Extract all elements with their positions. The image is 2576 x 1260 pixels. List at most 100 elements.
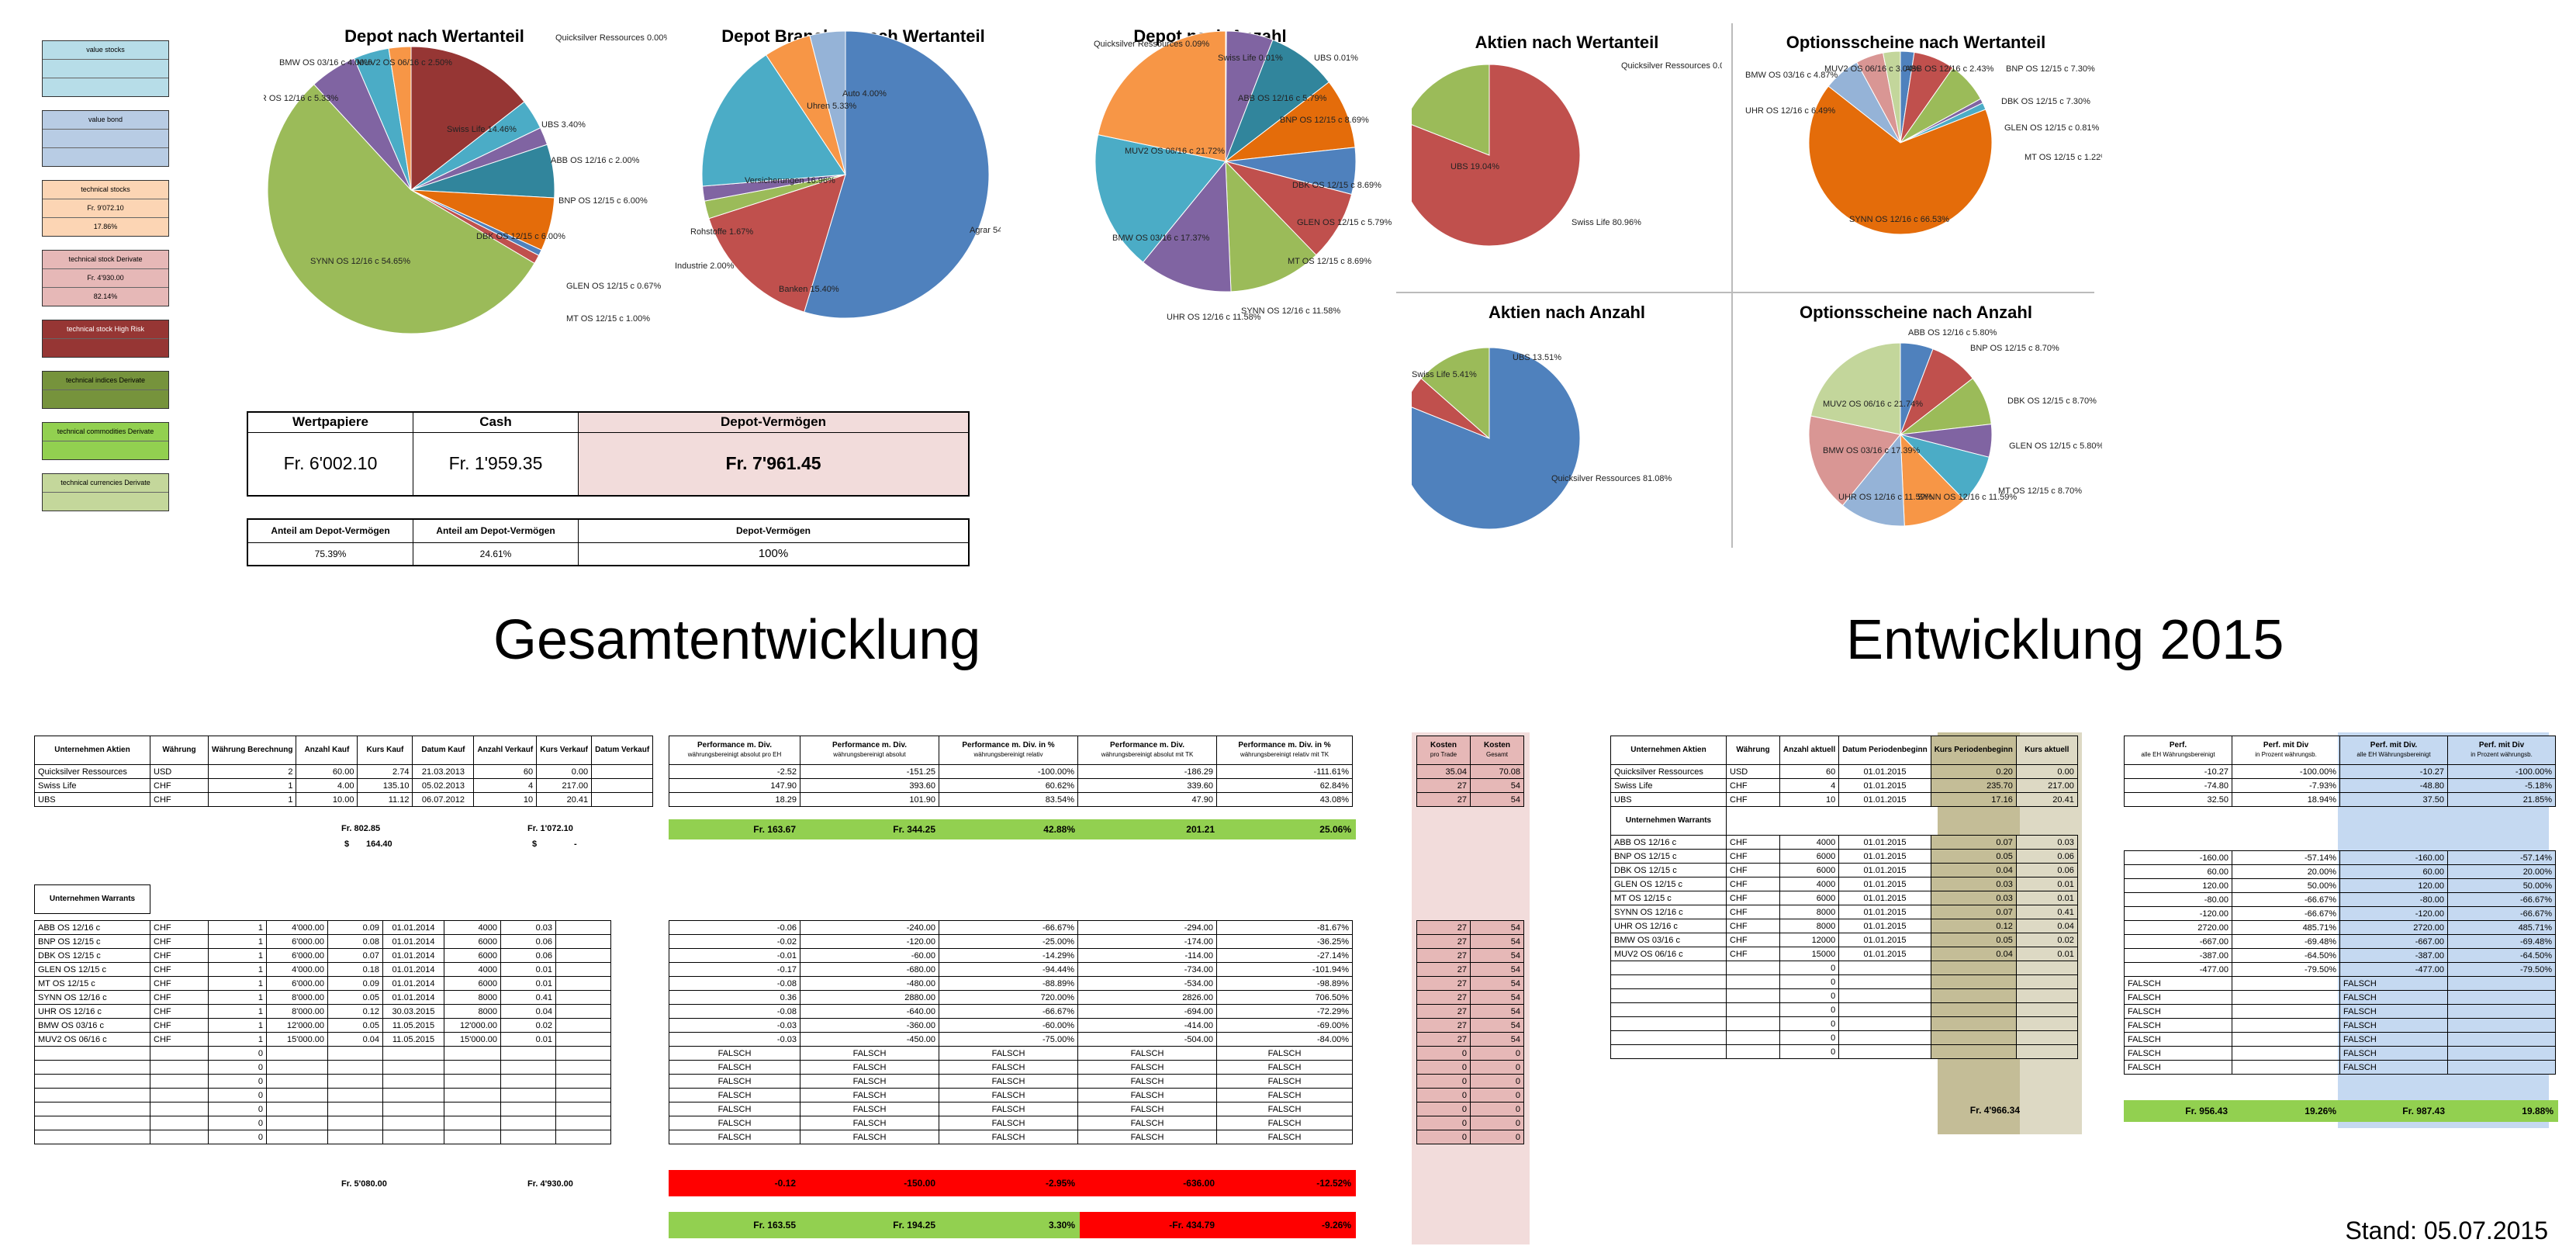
table-row: UHR OS 12/16 c CHF 1 8'000.00 0.12 30.03.2015… [34,1004,611,1019]
column-header: Anzahl Verkauf [473,736,538,765]
grid-divider [1396,292,2094,293]
table-cell [1726,974,1780,989]
table-cell [555,990,611,1005]
table-cell: FALSCH [939,1060,1078,1075]
table-cell: 0.04 [1930,863,2017,878]
table-cell: 8'000.00 [266,990,328,1005]
table-cell: 2826.00 [1077,990,1217,1005]
table-row: -160.00 -57.14% -160.00 -57.14% [2124,850,2556,865]
pie-label: MUV2 OS 06/16 c 3.04% [1824,64,1920,74]
legend-group: technical commodities Derivate [42,422,169,460]
column-header: Anzahl Kauf [296,736,358,765]
table-cell: 0.00 [2015,764,2078,779]
table-cell: 01.01.2015 [1838,877,1931,891]
table-cell: 18.94% [2232,792,2340,807]
table-cell [555,1060,611,1075]
table-cell: FALSCH [800,1130,939,1144]
pie-slice [410,46,525,192]
table-cell: -0.17 [669,962,800,977]
table-cell: 6'000.00 [266,934,328,949]
pie-options-anzahl: ABB OS 12/16 c 5.80% BNP OS 12/15 c 8.70… [1808,328,2102,527]
pie-depot-anzahl: Quicksilver Ressources 0.09% Swiss Life … [1094,31,1392,322]
table-cell: 0.07 [327,948,383,963]
table-cell: CHF [150,778,209,793]
table-row: 27 54 [1416,778,1524,793]
pie-label: Versicherungen 16.96% [745,176,835,185]
table-cell: -48.80 [2339,778,2448,793]
aktien-performance-sum: Fr. 163.67 Fr. 344.25 42.88% 201.21 25.06% [669,819,1356,839]
table-cell: -504.00 [1077,1032,1217,1047]
table-cell: Quicksilver Ressources [1610,764,1727,779]
table-cell: -75.00% [939,1032,1078,1047]
table-cell: 60.00 [2339,864,2448,879]
warrants-header: Unternehmen Warrants [34,884,150,914]
table-cell: 60.62% [939,778,1078,793]
table-cell: -294.00 [1077,920,1217,935]
table-cell: -88.89% [939,976,1078,991]
table-cell: 54 [1470,948,1524,963]
table-cell [555,1130,611,1144]
table-cell: FALSCH [939,1130,1078,1144]
table-row: -0.08 -480.00 -88.89% -534.00 -98.89% [669,976,1353,991]
pie-label: GLEN OS 12/15 c 5.80% [2009,441,2102,451]
column-header: Unternehmen Aktien [34,736,150,765]
table-cell: 101.90 [800,792,939,807]
table-cell [266,1102,328,1116]
table-cell [382,1074,444,1089]
sum-cell: 42.88% [940,819,1080,839]
table-cell: CHF [1726,849,1780,864]
table-cell: MUV2 OS 06/16 c [34,1032,150,1047]
table-cell: 0 [1416,1102,1471,1116]
table-row: 0 [1610,1016,2078,1031]
table-cell [500,1074,556,1089]
chart-title-depot-wert: Depot nach Wertanteil [344,26,524,46]
table-cell: 05.02.2013 [412,778,475,793]
warrants-performance-sum: -0.12 -150.00 -2.95% -636.00 -12.52% [669,1170,1356,1196]
table-row: Swiss Life CHF 4 01.01.2015 235.70 217.00 [1610,778,2078,793]
table-cell [444,1088,501,1102]
table-cell: 0.01 [2015,947,2078,961]
table-cell: -66.67% [939,1004,1078,1019]
table-cell [2447,1004,2556,1019]
table-cell [555,962,611,977]
table-cell [1726,1030,1780,1045]
pie-slice [1841,433,1905,527]
pie-label: UHR OS 12/16 c 6.49% [1745,106,1835,116]
depot-vermoegen-value: Fr. 7'961.45 [578,431,970,497]
table-cell: Währung [1726,736,1780,765]
column-header: Perf. mit Div in Prozent währungsb. [2232,736,2340,765]
table-row: 27 54 [1416,1032,1524,1047]
table-cell: 0.06 [2015,849,2078,864]
table-cell: 4000 [444,920,501,935]
table-cell [2232,990,2340,1005]
entwicklung-2015-table: Unternehmen Aktien Währung Anzahl aktuell D… [1610,736,2078,1059]
table-cell: ABB OS 12/16 c [34,920,150,935]
table-cell: UBS [1610,792,1727,807]
table-cell: 0.03 [2015,835,2078,850]
table-cell: 6000 [1779,891,1840,905]
table-cell: 60.00 [296,764,358,779]
pie-label: UHR OS 12/16 c 5.33% [264,94,338,103]
summary-header: Depot-Vermögen [578,411,970,433]
table-cell: -79.50% [2447,962,2556,977]
table-cell: FALSCH [800,1074,939,1089]
table-row: 0 [1610,1044,2078,1059]
table-cell: 0.12 [1930,919,2017,933]
table-cell: -360.00 [800,1018,939,1033]
total-performance-sum: Fr. 163.55 Fr. 194.25 3.30% -Fr. 434.79 -9.2… [669,1212,1356,1238]
column-header: Performance m. Div. währungsbereinigt abs… [1077,736,1217,765]
legend-cell [43,493,168,511]
table-cell: 0 [208,1088,267,1102]
legend-group: technical stock Derivate Fr. 4'930.00 82.1… [42,250,169,306]
table-cell: 01.01.2014 [382,948,444,963]
table-cell: 0.00 [536,764,593,779]
table-row: 2720.00 485.71% 2720.00 485.71% [2124,920,2556,935]
table-cell: -74.80 [2124,778,2232,793]
table-row: 120.00 50.00% 120.00 50.00% [2124,878,2556,893]
pie-slice [1224,161,1353,256]
table-cell: 6'000.00 [266,948,328,963]
table-cell: -60.00 [800,948,939,963]
table-cell: -64.50% [2447,948,2556,963]
sum-cell: -Fr. 434.79 [1080,1212,1219,1238]
table-cell: 6000 [444,948,501,963]
